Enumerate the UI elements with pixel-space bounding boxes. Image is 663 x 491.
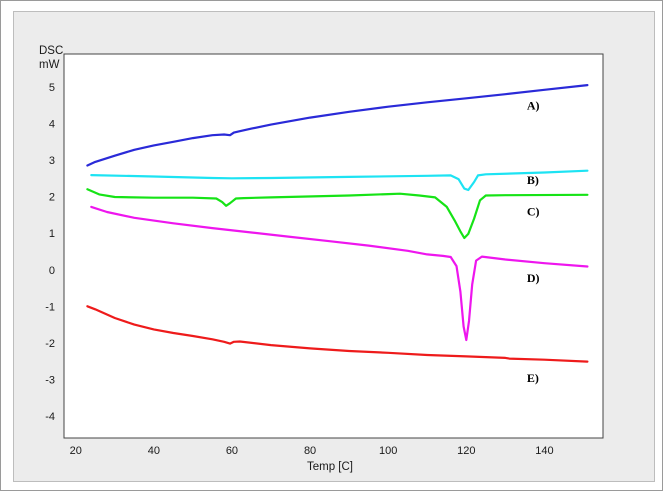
x-tick-label: 20 xyxy=(70,445,82,457)
y-tick-label: 4 xyxy=(49,118,55,130)
curve-label-d: D) xyxy=(527,271,540,285)
y-axis-title-line1: DSC xyxy=(39,45,63,57)
x-tick-label: 60 xyxy=(226,445,238,457)
x-tick-label: 120 xyxy=(457,445,475,457)
y-tick-label: 1 xyxy=(49,228,55,240)
y-axis-title-line2: mW xyxy=(39,59,60,71)
series-line-b xyxy=(90,169,589,192)
curve-label-b: B) xyxy=(527,173,539,187)
y-tick-label: 2 xyxy=(49,192,55,204)
series-line-e xyxy=(86,305,589,363)
chart-panel: DSC mW Temp [C] 20 40 60 80 100 120 140 -4 -3 -2-… xyxy=(13,11,655,482)
x-tick-label: 100 xyxy=(379,445,397,457)
dsc-chart: DSC mW Temp [C] 20 40 60 80 100 120 140-4-3-2-… xyxy=(39,45,604,473)
curve-label-a: A) xyxy=(527,99,540,113)
y-tick-label: 5 xyxy=(49,82,55,94)
y-tick-label: 0 xyxy=(49,265,55,277)
series-line-d xyxy=(90,205,589,342)
plot-background xyxy=(63,53,604,439)
x-axis-title: Temp [C] xyxy=(307,461,353,473)
plot-area: A) B) C) D) E) xyxy=(63,53,604,439)
series-line-a xyxy=(86,84,589,167)
y-tick-label: -3 xyxy=(45,374,55,386)
x-tick-label: 80 xyxy=(304,445,316,457)
series-line-c xyxy=(86,188,589,240)
y-tick-label: 3 xyxy=(49,155,55,167)
y-tick-label: -4 xyxy=(45,411,55,423)
curve-label-e: E) xyxy=(527,371,539,385)
y-tick-label: -2 xyxy=(45,338,55,350)
x-tick-label: 40 xyxy=(148,445,160,457)
curve-label-c: C) xyxy=(527,204,540,218)
y-tick-label: -1 xyxy=(45,301,55,313)
x-tick-label: 140 xyxy=(535,445,553,457)
